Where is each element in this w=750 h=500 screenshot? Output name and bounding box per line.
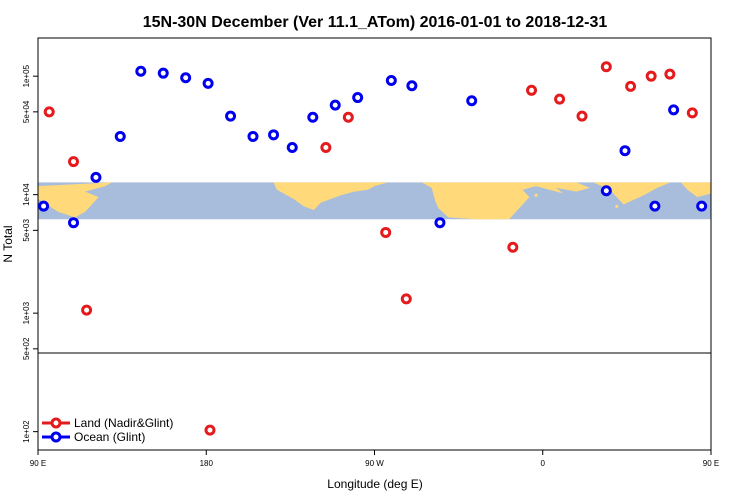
land-point	[380, 226, 392, 238]
land-point	[43, 106, 55, 118]
land-point	[526, 84, 538, 96]
ocean-point	[90, 171, 102, 183]
land-point	[554, 93, 566, 105]
map-island	[520, 201, 525, 205]
x-tick-label: 90 E	[30, 459, 46, 468]
y-axis-ticks: 1e+05 5e+04 1e+04 5e+03 1e+03 5e+02 1e+02	[22, 64, 38, 443]
ocean-point	[268, 129, 280, 141]
map-ocean	[38, 182, 711, 220]
x-axis-label: Longitude (deg E)	[327, 477, 422, 491]
map-land	[273, 182, 388, 210]
ocean-point	[385, 74, 397, 86]
legend: Land (Nadir&Glint) Ocean (Glint)	[42, 416, 173, 444]
ocean-point	[434, 217, 446, 229]
ocean-point	[329, 99, 341, 111]
ocean-point	[38, 200, 50, 212]
y-tick-label: 1e+03	[22, 301, 31, 324]
x-tick-label: 90 E	[703, 459, 719, 468]
x-tick-label: 90 W	[365, 459, 384, 468]
ocean-point	[352, 92, 364, 104]
land-point	[81, 304, 93, 316]
plot-frame	[37, 37, 712, 451]
ocean-point	[202, 77, 214, 89]
ocean-point	[406, 80, 418, 92]
ocean-point	[716, 219, 724, 227]
map-island	[615, 204, 619, 208]
ocean-point	[135, 65, 147, 77]
ocean-point	[696, 200, 708, 212]
ocean-point	[247, 130, 259, 142]
land-point	[576, 110, 588, 122]
land-point	[686, 107, 698, 119]
ocean-point	[114, 130, 126, 142]
y-tick-label: 1e+05	[22, 64, 31, 87]
y-axis-label: N Total	[1, 225, 15, 262]
ocean-point	[225, 110, 237, 122]
ocean-point	[68, 217, 80, 229]
legend-marker-land	[50, 417, 62, 429]
x-axis-ticks: 90 E 180 90 W 0 90 E	[30, 450, 719, 468]
data-points	[38, 61, 750, 436]
legend-label-ocean: Ocean (Glint)	[74, 430, 145, 444]
y-tick-label: 1e+04	[22, 183, 31, 206]
land-point	[400, 293, 412, 305]
ocean-point	[307, 111, 319, 123]
ocean-point	[466, 95, 478, 107]
land-point	[320, 142, 332, 154]
land-point	[645, 70, 657, 82]
legend-marker-ocean	[50, 431, 62, 443]
legend-label-land: Land (Nadir&Glint)	[74, 416, 173, 430]
map-land	[38, 182, 112, 218]
land-point	[204, 424, 216, 436]
ocean-point	[600, 185, 612, 197]
land-point	[743, 306, 750, 314]
land-point	[664, 68, 676, 80]
y-tick-label: 5e+04	[22, 100, 31, 123]
world-map-background	[38, 182, 711, 220]
chart-title: 15N-30N December (Ver 11.1_ATom) 2016-01…	[143, 14, 608, 31]
ocean-point	[649, 200, 661, 212]
map-land	[421, 182, 590, 220]
y-tick-label: 5e+03	[22, 219, 31, 242]
land-point	[342, 111, 354, 123]
y-tick-label: 1e+02	[22, 420, 31, 443]
map-land	[680, 182, 711, 198]
land-point	[600, 61, 612, 73]
map-island	[534, 193, 538, 197]
x-tick-label: 0	[541, 459, 546, 468]
ocean-point	[668, 104, 680, 116]
land-point	[507, 241, 519, 253]
ocean-point	[737, 173, 745, 181]
land-point	[625, 80, 637, 92]
map-land	[593, 182, 671, 205]
ocean-point	[286, 142, 298, 154]
y-tick-label: 5e+02	[22, 337, 31, 360]
x-tick-label: 180	[200, 459, 214, 468]
land-point	[68, 156, 80, 168]
ocean-point	[619, 145, 631, 157]
land-point	[713, 158, 721, 166]
ocean-point	[180, 72, 192, 84]
ocean-point	[157, 67, 169, 79]
